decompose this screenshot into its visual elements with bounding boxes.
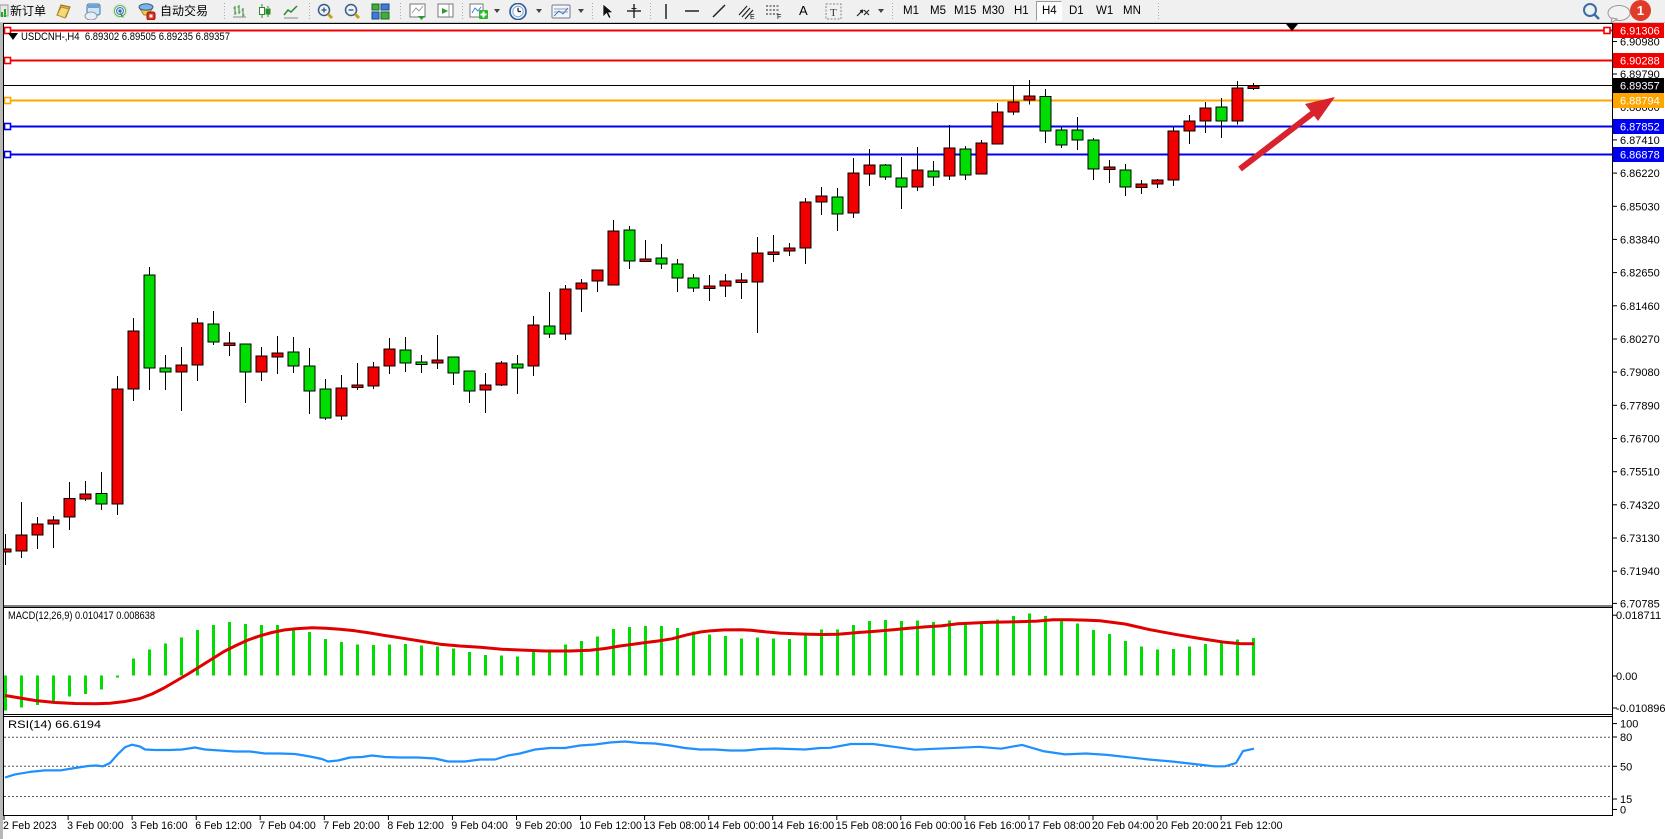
svg-text:6.83840: 6.83840: [1620, 234, 1660, 246]
svg-text:16 Feb 00:00: 16 Feb 00:00: [900, 820, 963, 832]
svg-text:6.82650: 6.82650: [1620, 268, 1660, 280]
svg-text:6.77890: 6.77890: [1620, 400, 1660, 412]
svg-text:16 Feb 16:00: 16 Feb 16:00: [964, 820, 1027, 832]
svg-text:0.00: 0.00: [1616, 671, 1637, 683]
svg-text:F: F: [777, 14, 781, 20]
svg-text:7 Feb 04:00: 7 Feb 04:00: [259, 820, 316, 832]
svg-text:6.87852: 6.87852: [1620, 122, 1660, 134]
svg-text:6.89357: 6.89357: [1620, 81, 1660, 93]
svg-text:3 Feb 16:00: 3 Feb 16:00: [131, 820, 188, 832]
svg-text:0: 0: [1620, 805, 1626, 817]
svg-text:9 Feb 04:00: 9 Feb 04:00: [451, 820, 508, 832]
svg-text:17 Feb 08:00: 17 Feb 08:00: [1028, 820, 1091, 832]
svg-text:T: T: [830, 7, 837, 19]
svg-text:7 Feb 20:00: 7 Feb 20:00: [323, 820, 380, 832]
svg-text:20 Feb 04:00: 20 Feb 04:00: [1092, 820, 1155, 832]
svg-text:MACD(12,26,9) 0.010417 0.00863: MACD(12,26,9) 0.010417 0.008638: [8, 610, 155, 622]
svg-text:2 Feb 2023: 2 Feb 2023: [3, 820, 57, 832]
svg-text:8 Feb 12:00: 8 Feb 12:00: [387, 820, 444, 832]
svg-text:6.73130: 6.73130: [1620, 533, 1660, 545]
svg-text:6.79080: 6.79080: [1620, 367, 1660, 379]
svg-text:6.81460: 6.81460: [1620, 301, 1660, 313]
svg-text:6.80270: 6.80270: [1620, 334, 1660, 346]
svg-text:15: 15: [1620, 794, 1632, 806]
svg-text:15 Feb 08:00: 15 Feb 08:00: [836, 820, 899, 832]
svg-text:6.71940: 6.71940: [1620, 566, 1660, 578]
svg-text:6.91306: 6.91306: [1620, 26, 1660, 38]
svg-text:10 Feb 12:00: 10 Feb 12:00: [580, 820, 643, 832]
svg-text:6.70785: 6.70785: [1620, 598, 1660, 610]
svg-text:RSI(14) 66.6194: RSI(14) 66.6194: [8, 719, 101, 731]
svg-text:100: 100: [1620, 719, 1638, 731]
svg-text:6.90980: 6.90980: [1620, 37, 1660, 49]
svg-text:6 Feb 12:00: 6 Feb 12:00: [195, 820, 252, 832]
svg-text:6.76700: 6.76700: [1620, 434, 1660, 446]
svg-text:6.86878: 6.86878: [1620, 150, 1660, 162]
svg-text:6.74320: 6.74320: [1620, 500, 1660, 512]
svg-text:USDCNH-,H4 6.89302 6.89505 6.: USDCNH-,H4 6.89302 6.89505 6.89235 6.893…: [21, 31, 230, 43]
svg-text:E: E: [750, 14, 755, 20]
svg-text:6.90288: 6.90288: [1620, 56, 1660, 68]
svg-text:21 Feb 12:00: 21 Feb 12:00: [1220, 820, 1283, 832]
svg-text:14 Feb 16:00: 14 Feb 16:00: [772, 820, 835, 832]
svg-text:6.88794: 6.88794: [1620, 96, 1660, 108]
svg-text:6.87410: 6.87410: [1620, 135, 1660, 147]
svg-text:6.85030: 6.85030: [1620, 201, 1660, 213]
svg-text:6.75510: 6.75510: [1620, 467, 1660, 479]
svg-text:80: 80: [1620, 732, 1632, 744]
svg-text:14 Feb 00:00: 14 Feb 00:00: [708, 820, 771, 832]
svg-text:50: 50: [1620, 761, 1632, 773]
svg-text:6.86220: 6.86220: [1620, 168, 1660, 180]
svg-text:13 Feb 08:00: 13 Feb 08:00: [644, 820, 707, 832]
svg-text:0.018711: 0.018711: [1616, 610, 1661, 622]
svg-text:20 Feb 20:00: 20 Feb 20:00: [1156, 820, 1219, 832]
svg-text:9 Feb 20:00: 9 Feb 20:00: [516, 820, 573, 832]
svg-text:3 Feb 00:00: 3 Feb 00:00: [67, 820, 124, 832]
svg-text:-0.010896: -0.010896: [1616, 703, 1665, 715]
